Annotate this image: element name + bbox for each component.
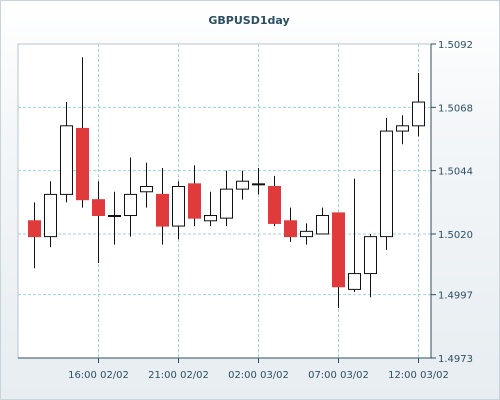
x-tick-label: 21:00 02/02 xyxy=(148,370,209,381)
x-tick-label: 07:00 03/02 xyxy=(308,370,369,381)
candle xyxy=(108,191,121,245)
candle xyxy=(252,168,265,195)
candle xyxy=(316,207,329,235)
y-tick-label: 1.4973 xyxy=(438,354,473,365)
candle-body-up xyxy=(412,101,425,127)
candle xyxy=(140,162,153,208)
candle-body-down xyxy=(28,220,41,238)
candle-body-up xyxy=(300,230,313,238)
candle xyxy=(172,181,185,240)
candle-body-up xyxy=(44,193,57,238)
candle xyxy=(332,212,345,308)
candle-body-up xyxy=(252,183,265,186)
candles xyxy=(28,57,425,308)
candle-body-up xyxy=(380,130,393,238)
y-tick-label: 1.5020 xyxy=(438,230,473,241)
candle-body-up xyxy=(316,215,329,235)
candle-body-up xyxy=(60,125,73,195)
candle xyxy=(300,223,313,245)
candle-body-down xyxy=(284,220,297,238)
candle-body-down xyxy=(188,183,201,219)
y-tick-label: 1.5092 xyxy=(438,40,473,51)
candle-body-down xyxy=(92,199,105,217)
x-tick-label: 02:00 03/02 xyxy=(228,370,289,381)
candle xyxy=(268,175,281,227)
candle xyxy=(380,117,393,250)
candle xyxy=(348,178,361,293)
candle xyxy=(396,115,409,145)
candle-body-up xyxy=(172,185,185,227)
candle xyxy=(60,102,73,203)
chart-title: GBPUSD1day xyxy=(208,14,289,27)
candle-body-up xyxy=(204,215,217,222)
y-tick-label: 1.5068 xyxy=(438,103,473,114)
candle-body-up xyxy=(220,188,233,219)
candle xyxy=(236,170,249,200)
candle-body-up xyxy=(124,193,137,217)
y-tick-label: 1.5044 xyxy=(438,167,473,178)
axes: 1.5092 1.5068 1.5044 1.5020 1.4997 1.4973 16:0… xyxy=(18,40,473,381)
candle-body-down xyxy=(76,127,89,201)
candle-body-down xyxy=(332,212,345,288)
x-tick-label: 12:00 03/02 xyxy=(388,370,449,381)
candle xyxy=(44,181,57,248)
candle-body-up xyxy=(236,180,249,190)
candle-body-up xyxy=(396,125,409,132)
candle xyxy=(364,233,377,298)
candle xyxy=(412,73,425,137)
candle xyxy=(28,202,41,269)
candle xyxy=(204,191,217,227)
candle-body-down xyxy=(268,185,281,224)
candle-body-up xyxy=(364,236,377,275)
candle xyxy=(156,168,169,245)
candle xyxy=(124,157,137,237)
candle xyxy=(76,57,89,208)
candle-body-up xyxy=(140,185,153,193)
candle xyxy=(220,170,233,227)
candle xyxy=(188,165,201,227)
candle-body-down xyxy=(156,193,169,227)
y-tick-label: 1.4997 xyxy=(438,291,473,302)
candle-body-up xyxy=(108,215,121,218)
candle-body-up xyxy=(348,273,361,290)
candle xyxy=(284,207,297,242)
candle xyxy=(92,181,105,264)
x-tick-label: 16:00 02/02 xyxy=(68,370,129,381)
